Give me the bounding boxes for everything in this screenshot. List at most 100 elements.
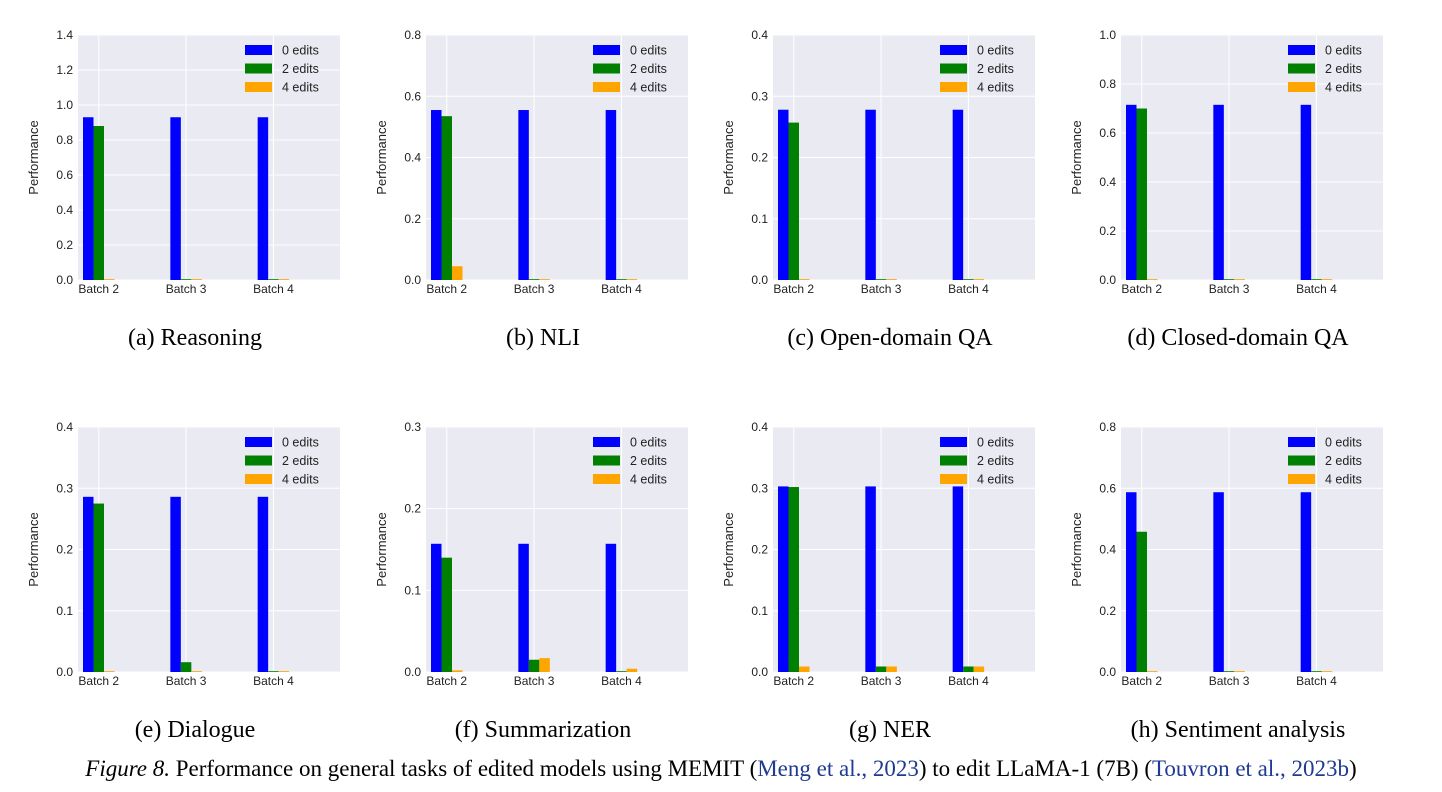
x-tick-label: Batch 4	[601, 282, 642, 296]
x-tick-label: Batch 3	[1209, 282, 1250, 296]
bar-4-edits-batch-4	[973, 666, 985, 672]
legend-label: 0 edits	[977, 44, 1014, 58]
bar-4-edits-batch-4	[1321, 671, 1333, 672]
legend-label: 4 edits	[977, 473, 1014, 487]
subcaption-nli: (b) NLI	[506, 325, 580, 351]
citation-meng[interactable]: Meng et al., 2023	[757, 756, 919, 781]
y-axis-label: Performance	[721, 120, 736, 194]
x-tick-label: Batch 2	[773, 674, 814, 688]
subcaption-reasoning: (a) Reasoning	[128, 325, 262, 351]
bar-0-edits-batch-4	[1300, 492, 1312, 672]
y-tick-label: 0.0	[56, 273, 73, 287]
x-tick-label: Batch 3	[166, 282, 207, 296]
caption-text-c: )	[1349, 756, 1357, 781]
legend-swatch-2-edits	[245, 455, 272, 466]
y-axis-label: Performance	[1069, 120, 1084, 194]
bar-2-edits-batch-3	[875, 666, 887, 672]
x-tick-label: Batch 4	[1296, 282, 1337, 296]
figure-label: Figure 8.	[85, 756, 171, 781]
y-tick-label: 0.0	[1099, 665, 1116, 679]
bar-0-edits-batch-2	[83, 117, 94, 280]
bar-4-edits-batch-4	[278, 279, 290, 280]
legend-label: 0 edits	[1325, 436, 1362, 450]
legend-swatch-0-edits	[940, 437, 967, 447]
y-tick-label: 0.8	[1099, 420, 1116, 434]
legend-label: 4 edits	[630, 473, 667, 487]
legend-label: 0 edits	[282, 436, 319, 450]
chart-reasoning: 0.0 0.2 0.4 0.6 0.8 1.0 1.2 1.4 Performance Batch…	[26, 28, 340, 296]
legend-swatch-0-edits	[940, 45, 967, 55]
legend-label: 0 edits	[1325, 44, 1362, 58]
bar-4-edits-batch-2	[452, 670, 463, 672]
citation-touvron[interactable]: Touvron et al., 2023b	[1151, 756, 1350, 781]
legend-swatch-2-edits	[1288, 455, 1315, 466]
x-tick-label: Batch 3	[514, 674, 555, 688]
bar-4-edits-batch-4	[626, 279, 638, 280]
y-tick-label: 0.4	[56, 420, 73, 434]
legend-swatch-4-edits	[940, 82, 967, 92]
y-tick-label: 0.2	[751, 543, 768, 557]
bar-4-edits-batch-2	[799, 279, 810, 280]
caption-text-b: ) to edit LLaMA-1 (7B) (	[918, 756, 1152, 781]
bar-2-edits-batch-4	[268, 671, 279, 672]
legend-swatch-4-edits	[1288, 82, 1315, 92]
chart-open-domain-qa: 0.0 0.1 0.2 0.3 0.4 Performance Batch 2 Batch 3…	[721, 28, 1035, 296]
y-tick-label: 0.2	[751, 151, 768, 165]
bar-0-edits-batch-3	[865, 486, 876, 672]
y-tick-label: 0.4	[1099, 175, 1116, 189]
y-tick-label: 0.3	[751, 481, 768, 495]
bar-0-edits-batch-2	[1126, 492, 1137, 672]
legend-label: 2 edits	[1325, 454, 1362, 468]
bar-2-edits-batch-2	[441, 116, 452, 280]
y-tick-label: 0.4	[56, 203, 73, 217]
legend-label: 2 edits	[1325, 62, 1362, 76]
x-tick-label: Batch 4	[948, 282, 989, 296]
legend-swatch-0-edits	[593, 437, 620, 447]
y-axis-label: Performance	[374, 120, 389, 194]
x-tick-label: Batch 2	[78, 282, 119, 296]
bar-2-edits-batch-4	[1311, 671, 1322, 672]
y-tick-label: 0.2	[56, 543, 73, 557]
bar-0-edits-batch-2	[83, 496, 94, 672]
bar-2-edits-batch-2	[788, 122, 799, 281]
bar-2-edits-batch-3	[180, 662, 192, 672]
bar-2-edits-batch-2	[1136, 531, 1147, 672]
bar-2-edits-batch-2	[93, 503, 104, 672]
bar-0-edits-batch-4	[257, 117, 269, 280]
y-tick-label: 0.3	[404, 420, 421, 434]
bar-4-edits-batch-2	[104, 671, 115, 672]
subcaption-dialogue: (e) Dialogue	[134, 717, 256, 743]
x-tick-label: Batch 3	[514, 282, 555, 296]
y-tick-label: 0.6	[404, 89, 421, 103]
x-tick-label: Batch 4	[253, 282, 294, 296]
x-tick-label: Batch 2	[426, 674, 467, 688]
legend-swatch-4-edits	[245, 82, 272, 92]
bar-0-edits-batch-3	[1213, 104, 1224, 280]
y-tick-label: 1.0	[56, 98, 73, 112]
legend-label: 2 edits	[977, 454, 1014, 468]
bar-0-edits-batch-4	[1300, 104, 1312, 280]
legend-swatch-2-edits	[245, 63, 272, 74]
bar-2-edits-batch-3	[1223, 279, 1235, 280]
chart-summarization: 0.0 0.1 0.2 0.3 Performance Batch 2 Batch 3 Bat…	[374, 420, 688, 688]
bar-4-edits-batch-4	[278, 671, 290, 672]
legend-label: 2 edits	[977, 62, 1014, 76]
bar-2-edits-batch-4	[616, 279, 627, 280]
bar-0-edits-batch-4	[952, 486, 964, 672]
chart-dialogue: 0.0 0.1 0.2 0.3 0.4 Performance Batch 2 Batch 3…	[26, 420, 340, 688]
bar-2-edits-batch-3	[528, 279, 540, 280]
bar-0-edits-batch-4	[257, 496, 269, 672]
y-axis-label: Performance	[26, 512, 41, 586]
bar-2-edits-batch-4	[1311, 279, 1322, 280]
bar-4-edits-batch-3	[1234, 279, 1245, 280]
chart-ner: 0.0 0.1 0.2 0.3 0.4 Performance Batch 2 Batch 3…	[721, 420, 1035, 688]
bar-4-edits-batch-4	[1321, 279, 1333, 280]
bar-4-edits-batch-2	[452, 266, 463, 280]
y-tick-label: 0.4	[404, 151, 421, 165]
x-tick-label: Batch 3	[861, 674, 902, 688]
y-tick-label: 0.8	[1099, 77, 1116, 91]
legend-swatch-0-edits	[1288, 437, 1315, 447]
legend-swatch-4-edits	[593, 474, 620, 484]
y-tick-label: 1.4	[56, 28, 73, 42]
